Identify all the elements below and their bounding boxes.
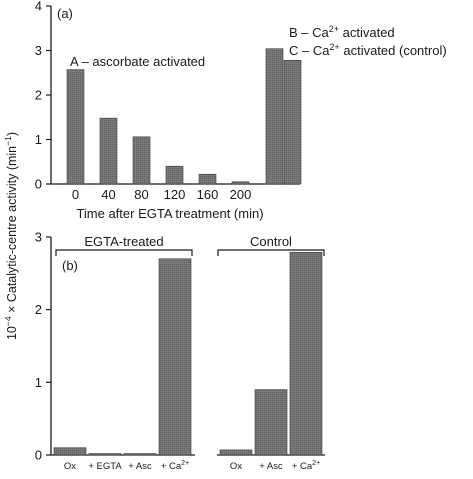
panel-b: 0 1 2 3 (b) EGTA-treated Control Ox + EGTA + …	[35, 230, 325, 472]
panel-a-x-tick-label: 0	[72, 187, 79, 202]
bar-b-ca-activated	[265, 48, 284, 185]
bar-a-ascorbate-80	[132, 136, 151, 185]
bar-b-control-1	[254, 389, 288, 456]
legend-b-ca-activated: B – Ca2+ activated	[289, 24, 395, 40]
group-bracket-control	[217, 249, 325, 256]
panel-a-y-tick-label: 0	[35, 177, 42, 192]
panel-a-x-tick-label: 80	[134, 187, 148, 202]
bar-c-ca-control	[283, 59, 302, 185]
panel-a-y-tick-label: 1	[35, 132, 42, 147]
bar-a-ascorbate-160	[198, 173, 217, 185]
panel-b-y-tick-label: 0	[35, 448, 42, 463]
group-label-control: Control	[250, 234, 292, 249]
panel-a-x-tick-label: 160	[197, 187, 219, 202]
bar-a-ascorbate-0	[66, 69, 85, 185]
panel-b-x-tick-label: Ox	[64, 461, 76, 472]
panel-a-x-axis-label: Time after EGTA treatment (min)	[76, 206, 263, 221]
panel-a-y-tick-label: 2	[35, 88, 42, 103]
panel-a-y-tick-label: 3	[35, 43, 42, 58]
bar-b-control-0	[219, 449, 253, 456]
y-axis-label: 10−4 × Catalytic-centre activity (min−1)	[3, 132, 19, 340]
bar-a-ascorbate-120	[165, 165, 184, 185]
panel-b-x-tick-label: + Ca2+	[292, 460, 320, 472]
bar-b-egta-2	[123, 453, 157, 456]
panel-b-x-tick-label: + Ca2+	[161, 460, 189, 472]
panel-b-x-tick-label: Ox	[230, 461, 242, 472]
panel-a: 0 1 2 3 4 (a) 0 40 80 120 160 200 Time after EGTA…	[35, 0, 447, 221]
bar-a-ascorbate-200	[231, 181, 250, 185]
panel-b-y-tick-label: 3	[35, 230, 42, 245]
panel-b-y-tick-label: 2	[35, 302, 42, 317]
panel-a-x-tick-label: 40	[101, 187, 115, 202]
bar-b-egta-0	[53, 447, 87, 456]
bar-a-ascorbate-40	[99, 117, 118, 185]
panel-b-y-tick-label: 1	[35, 375, 42, 390]
legend-c-ca-control: C – Ca2+ activated (control)	[289, 42, 447, 58]
panel-a-x-tick-label: 200	[230, 187, 252, 202]
panel-a-x-tick-label: 120	[164, 187, 186, 202]
legend-a-ascorbate: A – ascorbate activated	[70, 54, 205, 69]
panel-b-x-tick-label: + EGTA	[88, 461, 122, 472]
group-bracket-egta	[55, 249, 193, 256]
bar-b-egta-3	[158, 258, 192, 456]
bar-b-control-2	[289, 251, 323, 456]
group-label-egta-treated: EGTA-treated	[84, 234, 163, 249]
panel-a-label: (a)	[57, 6, 73, 21]
panel-b-x-tick-label: + Asc	[259, 461, 283, 472]
panel-b-label: (b)	[62, 258, 78, 273]
bar-b-egta-1	[88, 453, 122, 456]
panel-b-x-tick-label: + Asc	[128, 461, 152, 472]
panel-a-y-tick-label: 4	[35, 0, 42, 14]
